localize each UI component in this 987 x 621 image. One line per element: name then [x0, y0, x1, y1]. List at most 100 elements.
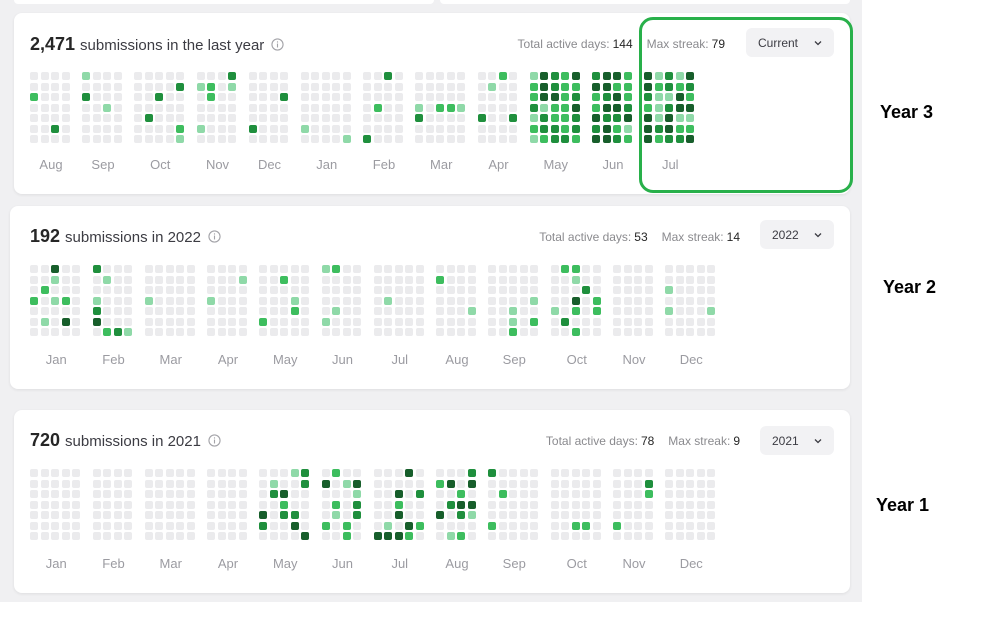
- day-cell[interactable]: [321, 511, 330, 519]
- day-cell[interactable]: [259, 265, 267, 273]
- day-cell[interactable]: [550, 296, 559, 305]
- day-cell[interactable]: [176, 82, 184, 91]
- day-cell[interactable]: [415, 103, 423, 112]
- day-cell[interactable]: [342, 72, 351, 80]
- day-cell[interactable]: [155, 93, 163, 101]
- day-cell[interactable]: [644, 124, 652, 133]
- day-cell[interactable]: [342, 317, 351, 326]
- day-cell[interactable]: [207, 469, 215, 477]
- day-cell[interactable]: [519, 521, 528, 530]
- day-cell[interactable]: [176, 521, 184, 530]
- day-cell[interactable]: [530, 275, 538, 284]
- day-cell[interactable]: [571, 296, 580, 305]
- day-cell[interactable]: [623, 469, 632, 477]
- day-cell[interactable]: [675, 103, 684, 112]
- day-cell[interactable]: [467, 490, 476, 498]
- day-cell[interactable]: [498, 82, 507, 91]
- day-cell[interactable]: [654, 124, 663, 133]
- day-cell[interactable]: [571, 317, 580, 326]
- day-cell[interactable]: [509, 328, 517, 336]
- day-cell[interactable]: [269, 82, 278, 91]
- day-cell[interactable]: [353, 265, 361, 273]
- day-cell[interactable]: [144, 124, 153, 133]
- day-cell[interactable]: [144, 103, 153, 112]
- day-cell[interactable]: [217, 500, 226, 509]
- day-cell[interactable]: [228, 490, 236, 498]
- day-cell[interactable]: [103, 265, 111, 273]
- day-cell[interactable]: [686, 103, 694, 112]
- day-cell[interactable]: [394, 296, 403, 305]
- day-cell[interactable]: [113, 114, 122, 122]
- day-cell[interactable]: [488, 135, 496, 143]
- day-cell[interactable]: [498, 490, 507, 498]
- day-cell[interactable]: [124, 307, 132, 315]
- day-cell[interactable]: [509, 479, 517, 488]
- day-cell[interactable]: [394, 317, 403, 326]
- day-cell[interactable]: [644, 521, 653, 530]
- day-cell[interactable]: [644, 307, 653, 315]
- day-cell[interactable]: [332, 307, 340, 315]
- day-cell[interactable]: [353, 469, 361, 477]
- day-cell[interactable]: [113, 286, 122, 294]
- day-cell[interactable]: [436, 114, 444, 122]
- day-cell[interactable]: [592, 286, 601, 294]
- day-cell[interactable]: [675, 275, 684, 284]
- day-cell[interactable]: [40, 124, 49, 133]
- day-cell[interactable]: [92, 479, 101, 488]
- day-cell[interactable]: [373, 103, 382, 112]
- day-cell[interactable]: [613, 296, 621, 305]
- day-cell[interactable]: [92, 93, 101, 101]
- day-cell[interactable]: [373, 307, 382, 315]
- day-cell[interactable]: [165, 286, 174, 294]
- day-cell[interactable]: [394, 500, 403, 509]
- day-cell[interactable]: [571, 72, 580, 80]
- day-cell[interactable]: [332, 532, 340, 540]
- day-cell[interactable]: [394, 469, 403, 477]
- day-cell[interactable]: [30, 490, 38, 498]
- day-cell[interactable]: [457, 82, 465, 91]
- day-cell[interactable]: [623, 490, 632, 498]
- day-cell[interactable]: [165, 511, 174, 519]
- day-cell[interactable]: [394, 135, 403, 143]
- day-cell[interactable]: [373, 93, 382, 101]
- day-cell[interactable]: [40, 296, 49, 305]
- day-cell[interactable]: [509, 275, 517, 284]
- day-cell[interactable]: [665, 103, 673, 112]
- day-cell[interactable]: [488, 124, 496, 133]
- day-cell[interactable]: [363, 124, 371, 133]
- day-cell[interactable]: [425, 103, 434, 112]
- day-cell[interactable]: [634, 275, 642, 284]
- day-cell[interactable]: [134, 135, 142, 143]
- day-cell[interactable]: [290, 275, 299, 284]
- day-cell[interactable]: [155, 103, 163, 112]
- day-cell[interactable]: [571, 479, 580, 488]
- day-cell[interactable]: [113, 93, 122, 101]
- day-cell[interactable]: [519, 286, 528, 294]
- day-cell[interactable]: [477, 114, 486, 122]
- day-cell[interactable]: [686, 317, 694, 326]
- day-cell[interactable]: [196, 114, 205, 122]
- day-cell[interactable]: [238, 532, 247, 540]
- day-cell[interactable]: [519, 532, 528, 540]
- day-cell[interactable]: [92, 286, 101, 294]
- day-cell[interactable]: [228, 317, 236, 326]
- day-cell[interactable]: [467, 511, 476, 519]
- day-cell[interactable]: [342, 296, 351, 305]
- day-cell[interactable]: [290, 317, 299, 326]
- day-cell[interactable]: [415, 82, 423, 91]
- day-cell[interactable]: [228, 275, 236, 284]
- day-cell[interactable]: [321, 103, 330, 112]
- day-cell[interactable]: [269, 275, 278, 284]
- day-cell[interactable]: [61, 275, 70, 284]
- day-cell[interactable]: [582, 469, 590, 477]
- day-cell[interactable]: [550, 93, 559, 101]
- info-circle-icon[interactable]: [208, 230, 221, 243]
- day-cell[interactable]: [446, 72, 455, 80]
- day-cell[interactable]: [654, 93, 663, 101]
- day-cell[interactable]: [301, 296, 309, 305]
- day-cell[interactable]: [311, 82, 319, 91]
- day-cell[interactable]: [113, 265, 122, 273]
- day-cell[interactable]: [675, 286, 684, 294]
- day-cell[interactable]: [613, 479, 621, 488]
- day-cell[interactable]: [321, 114, 330, 122]
